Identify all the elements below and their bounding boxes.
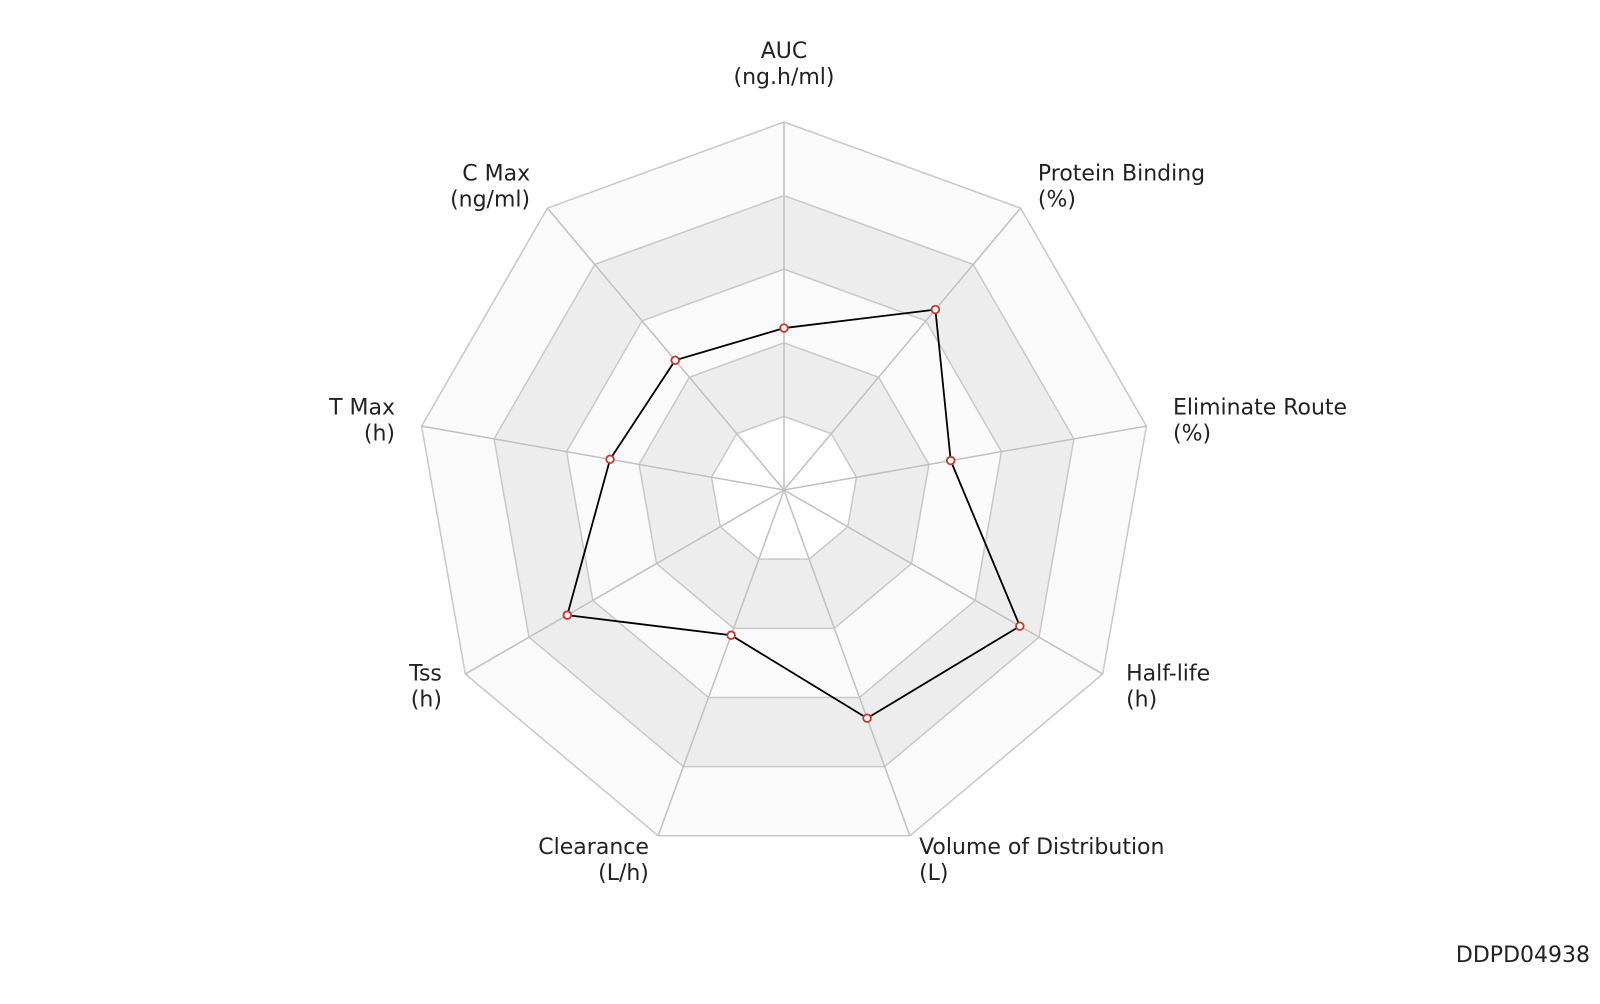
axis-label: Eliminate Route <box>1173 395 1347 420</box>
data-point <box>779 323 789 333</box>
axis-unit: (%) <box>1038 187 1076 212</box>
axis-spoke <box>783 489 911 837</box>
axis-unit: (L/h) <box>598 861 649 886</box>
axis-unit: (h) <box>364 421 395 446</box>
axis-label: Clearance <box>538 835 649 860</box>
axis-spoke <box>421 425 785 491</box>
axis-unit: (ng.h/ml) <box>734 65 835 90</box>
axis-spoke <box>546 207 785 491</box>
axis-label: Tss <box>408 662 442 687</box>
axis-label: Volume of Distribution <box>919 835 1164 860</box>
axis-unit: (h) <box>1126 688 1157 713</box>
axis-unit: (L) <box>919 861 948 886</box>
data-point <box>1015 621 1025 631</box>
data-point <box>930 304 941 315</box>
data-point <box>562 610 572 620</box>
axis-unit: (%) <box>1173 421 1211 446</box>
axis-spoke <box>657 489 785 837</box>
data-point <box>670 355 680 366</box>
axis-spoke <box>783 489 1104 675</box>
axis-unit: (ng/ml) <box>450 187 530 212</box>
axis-label: T Max <box>328 395 395 420</box>
data-point <box>605 454 615 465</box>
axis-label: Protein Binding <box>1038 161 1205 186</box>
data-point <box>726 630 736 640</box>
axis-unit: (h) <box>411 688 442 713</box>
data-point <box>946 455 956 466</box>
axis-label: AUC <box>761 39 808 64</box>
axis-label: Half-life <box>1126 662 1210 687</box>
data-line <box>566 308 1021 720</box>
axis-spoke <box>783 207 1022 491</box>
axis-spoke <box>783 425 1147 491</box>
data-point <box>862 713 872 723</box>
axis-spoke <box>464 489 785 675</box>
axis-label: C Max <box>462 161 530 186</box>
footer-id: DDPD04938 <box>1456 943 1590 968</box>
